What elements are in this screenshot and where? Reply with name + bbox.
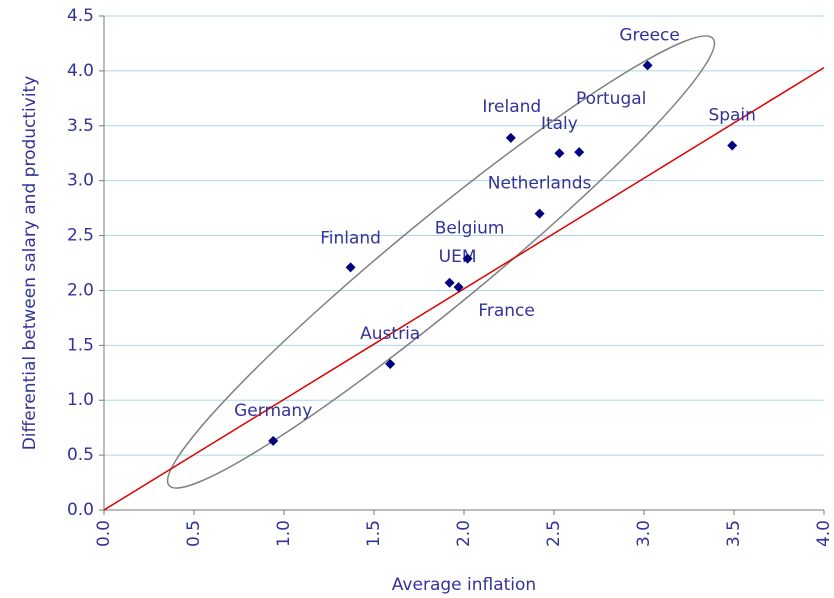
y-tick-label: 4.0 xyxy=(67,61,94,81)
x-tick-label: 3.5 xyxy=(724,520,744,547)
point xyxy=(534,208,545,219)
highlight-ellipse xyxy=(166,35,716,489)
point-label: Finland xyxy=(320,228,381,248)
y-tick-label: 1.5 xyxy=(67,335,94,355)
x-tick-label: 1.0 xyxy=(274,520,294,547)
point xyxy=(642,60,653,71)
y-tick-label: 3.5 xyxy=(67,116,94,136)
x-tick-label: 0.0 xyxy=(94,520,114,547)
x-tick-label: 2.0 xyxy=(454,520,474,547)
point xyxy=(345,262,356,273)
x-tick-label: 0.5 xyxy=(184,520,204,547)
point xyxy=(574,147,585,158)
y-tick-label: 4.5 xyxy=(67,6,94,26)
x-tick-label: 1.5 xyxy=(364,520,384,547)
point xyxy=(453,282,464,293)
point-label: Germany xyxy=(234,401,312,421)
point-label: Netherlands xyxy=(488,174,592,194)
point-label: Greece xyxy=(619,25,680,45)
point xyxy=(727,140,738,151)
trend-line xyxy=(103,66,825,511)
y-tick-label: 2.0 xyxy=(67,280,94,300)
point xyxy=(505,132,516,143)
point xyxy=(268,435,279,446)
y-tick-label: 3.0 xyxy=(67,171,94,191)
point xyxy=(444,277,455,288)
y-tick-label: 1.0 xyxy=(67,390,94,410)
point-label: France xyxy=(478,301,535,321)
x-tick-label: 4.0 xyxy=(814,520,834,547)
y-tick-label: 2.5 xyxy=(67,226,94,246)
point xyxy=(385,358,396,369)
x-tick-label: 3.0 xyxy=(634,520,654,547)
point-label: Italy xyxy=(541,114,578,134)
y-tick-label: 0.0 xyxy=(67,500,94,520)
point-label: Portugal xyxy=(576,89,646,109)
y-axis-label: Differential between salary and producti… xyxy=(20,76,40,451)
x-tick-label: 2.5 xyxy=(544,520,564,547)
point xyxy=(554,148,565,159)
x-axis-label: Average inflation xyxy=(392,575,536,595)
point xyxy=(462,253,473,264)
point-label: Spain xyxy=(708,106,756,126)
point-label: Belgium xyxy=(435,219,505,239)
point-label: Ireland xyxy=(482,97,541,117)
point-label: Austria xyxy=(360,324,420,344)
point-label: UEM xyxy=(439,247,477,267)
y-tick-label: 0.5 xyxy=(67,445,94,465)
